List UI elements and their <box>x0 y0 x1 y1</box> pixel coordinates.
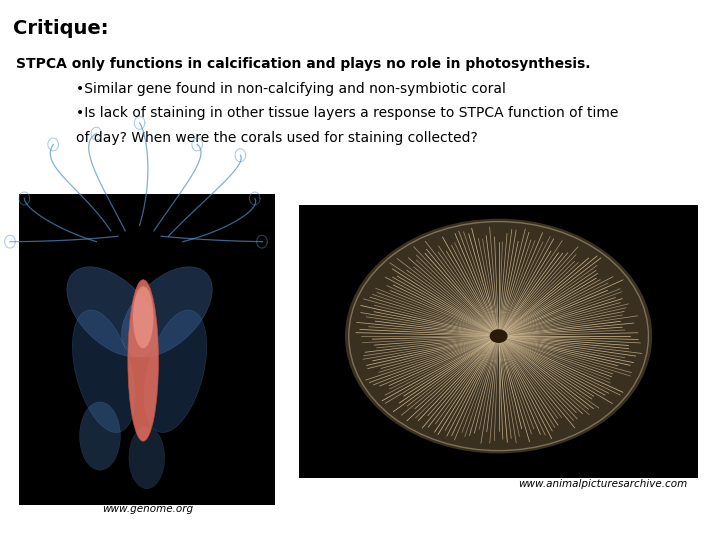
Ellipse shape <box>79 402 120 470</box>
Text: www.animalpicturesarchive.com: www.animalpicturesarchive.com <box>518 478 688 489</box>
Ellipse shape <box>128 280 158 441</box>
Text: STPCA only functions in calcification and plays no role in photosynthesis.: STPCA only functions in calcification an… <box>16 57 590 71</box>
Ellipse shape <box>73 310 135 433</box>
Text: www.genome.org: www.genome.org <box>102 504 193 514</box>
Bar <box>19 194 275 505</box>
Text: of day? When were the corals used for staining collected?: of day? When were the corals used for st… <box>76 131 477 145</box>
Ellipse shape <box>129 427 165 489</box>
Text: •Is lack of staining in other tissue layers a response to STPCA function of time: •Is lack of staining in other tissue lay… <box>76 106 618 120</box>
Ellipse shape <box>145 310 207 433</box>
Ellipse shape <box>345 219 652 454</box>
Ellipse shape <box>133 286 153 348</box>
Text: •Similar gene found in non-calcifying and non-symbiotic coral: •Similar gene found in non-calcifying an… <box>76 82 505 96</box>
Bar <box>299 205 698 478</box>
Ellipse shape <box>67 267 158 357</box>
Ellipse shape <box>490 329 508 343</box>
Ellipse shape <box>122 267 212 357</box>
Text: Critique:: Critique: <box>13 19 109 38</box>
